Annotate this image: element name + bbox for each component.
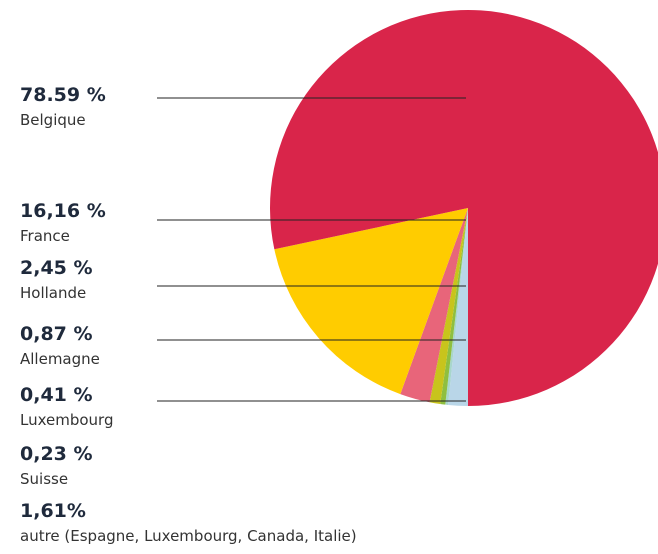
category-label: Hollande bbox=[20, 284, 86, 302]
value-label: 78.59 % bbox=[20, 84, 106, 106]
pie-slice bbox=[400, 208, 468, 403]
value-label: 0,41 % bbox=[20, 384, 93, 406]
pie-slice bbox=[270, 10, 658, 406]
pie-slice bbox=[440, 208, 468, 405]
pie-slice bbox=[445, 208, 468, 405]
pie-slice bbox=[429, 208, 468, 405]
category-label: Allemagne bbox=[20, 350, 100, 368]
category-label: autre (Espagne, Luxembourg, Canada, Ital… bbox=[20, 527, 357, 545]
category-label: France bbox=[20, 227, 70, 245]
category-label: Luxembourg bbox=[20, 411, 114, 429]
category-label: Suisse bbox=[20, 470, 68, 488]
category-label: Belgique bbox=[20, 111, 86, 129]
pie-slice bbox=[448, 208, 468, 406]
pie-slice bbox=[274, 208, 468, 395]
value-label: 1,61% bbox=[20, 500, 86, 522]
value-label: 16,16 % bbox=[20, 200, 106, 222]
value-label: 0,23 % bbox=[20, 443, 93, 465]
value-label: 2,45 % bbox=[20, 257, 93, 279]
value-label: 0,87 % bbox=[20, 323, 93, 345]
